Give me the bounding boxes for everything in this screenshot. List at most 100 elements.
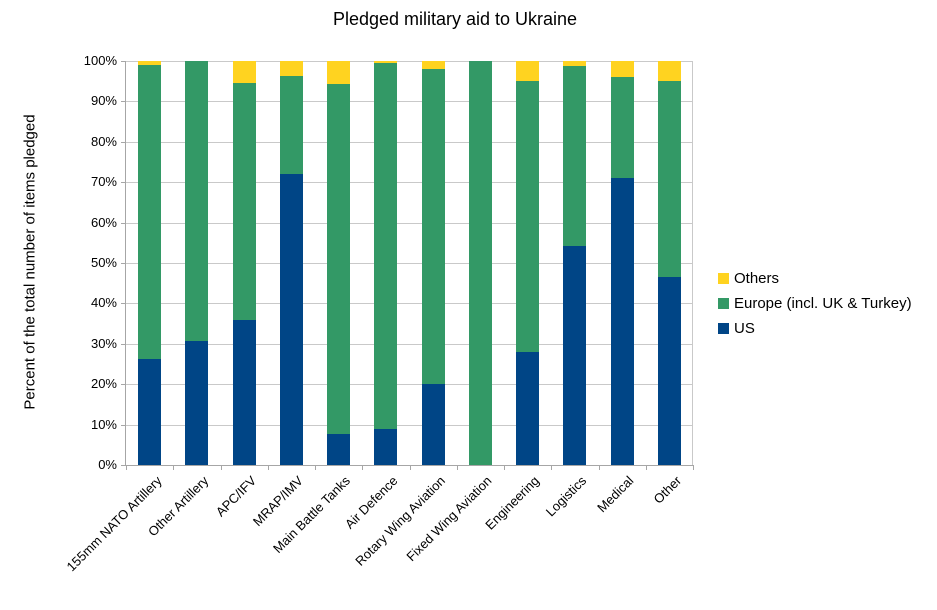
bar-segment-us [374, 429, 398, 465]
bar-segment-europe-incl-uk-turkey- [279, 76, 303, 175]
y-tick-label: 70% [90, 174, 117, 190]
gridline-100 [126, 61, 693, 62]
bar-medical [610, 61, 634, 465]
plot-area [125, 61, 694, 466]
y-tick-mark [121, 465, 125, 466]
bar-segment-others [138, 61, 162, 66]
y-tick-mark [121, 343, 125, 345]
gridline-90 [126, 101, 693, 103]
y-tick-mark [121, 303, 125, 305]
legend-label: Europe (incl. UK & Turkey) [734, 295, 912, 312]
bar-other [657, 61, 681, 465]
gridline-60 [126, 222, 693, 224]
bar-segment-europe-incl-uk-turkey- [657, 81, 681, 278]
y-tick-label: 0% [98, 457, 117, 472]
y-tick-mark [121, 222, 125, 224]
x-axis-label: Medical [594, 473, 637, 516]
gridline-50 [126, 263, 693, 264]
bar-segment-us [421, 384, 445, 465]
bar-segment-us [327, 433, 351, 465]
legend-item-others: Others [718, 266, 912, 291]
bar-segment-us [516, 351, 540, 465]
legend-item-us: US [718, 316, 912, 341]
bar-segment-us [279, 174, 303, 465]
x-axis-line [125, 465, 694, 466]
y-axis-title: Percent of the total number of items ple… [21, 114, 39, 410]
legend: Others Europe (incl. UK & Turkey) US [718, 266, 912, 341]
gridline-30 [126, 343, 693, 345]
x-tick-mark [693, 466, 694, 470]
bar-segment-us [185, 341, 209, 465]
bar-main-battle-tanks [327, 61, 351, 465]
bar-apc-ifv [232, 61, 256, 465]
y-tick-label: 50% [90, 255, 117, 270]
x-tick-mark [315, 466, 316, 470]
y-tick-label: 80% [90, 133, 117, 149]
legend-label: Others [734, 270, 780, 287]
x-tick-mark [456, 466, 458, 470]
bar-segment-others [610, 61, 634, 78]
x-tick-mark [504, 466, 505, 470]
bar-segment-europe-incl-uk-turkey- [421, 69, 445, 385]
x-tick-mark [551, 466, 553, 470]
x-tick-mark [173, 466, 175, 470]
bar-segment-others [563, 61, 587, 67]
bar-segment-others [327, 61, 351, 85]
bar-segment-us [232, 319, 256, 465]
bar-155mm-nato-artillery [138, 61, 162, 465]
bar-segment-europe-incl-uk-turkey- [468, 61, 492, 465]
x-tick-mark [126, 466, 127, 470]
x-axis-label: Logistics [543, 473, 590, 520]
legend-swatch [718, 273, 729, 284]
y-tick-mark [121, 424, 125, 426]
y-tick-label: 20% [90, 376, 117, 392]
x-axis-label: Other [650, 473, 684, 507]
x-tick-mark [220, 466, 222, 470]
bar-segment-others [232, 61, 256, 84]
bar-segment-europe-incl-uk-turkey- [138, 65, 162, 359]
legend-label: US [734, 320, 755, 337]
gridline-70 [126, 182, 693, 184]
bar-segment-us [657, 277, 681, 465]
bar-engineering [516, 61, 540, 465]
x-axis-label: Fixed Wing Aviation [403, 473, 495, 565]
legend-item-europe-incl-uk-turkey-: Europe (incl. UK & Turkey) [718, 291, 912, 316]
gridline-10 [126, 424, 693, 426]
gridline-20 [126, 384, 693, 386]
x-tick-mark [645, 466, 647, 470]
y-tick-mark [121, 182, 125, 184]
bar-segment-others [279, 61, 303, 77]
y-tick-label: 40% [90, 295, 117, 311]
y-tick-label: 100% [83, 53, 117, 68]
bar-segment-europe-incl-uk-turkey- [327, 84, 351, 434]
y-tick-mark [121, 101, 125, 103]
plot-right-border [692, 61, 693, 465]
y-axis-line [125, 61, 126, 465]
bar-mrap-imv [279, 61, 303, 465]
bar-segment-europe-incl-uk-turkey- [185, 61, 209, 342]
x-tick-mark [598, 466, 600, 470]
gridline-80 [126, 141, 693, 143]
y-tick-mark [121, 141, 125, 143]
x-tick-mark [362, 466, 364, 470]
bar-segment-us [138, 358, 162, 465]
y-tick-label: 60% [90, 214, 117, 230]
bar-segment-us [610, 178, 634, 465]
y-tick-mark [121, 61, 125, 62]
bar-segment-others [421, 61, 445, 70]
bar-segment-others [516, 61, 540, 82]
y-tick-mark [121, 384, 125, 386]
x-axis-label: Rotary Wing Aviation [351, 473, 448, 569]
bar-segment-europe-incl-uk-turkey- [374, 62, 398, 430]
bar-other-artillery [185, 61, 209, 465]
legend-swatch [718, 323, 729, 334]
legend-swatch [718, 298, 729, 309]
y-tick-label: 90% [90, 93, 117, 109]
y-tick-mark [121, 263, 125, 264]
bar-segment-others [374, 61, 398, 63]
bar-logistics [563, 61, 587, 465]
chart-title: Pledged military aid to Ukraine [332, 9, 578, 29]
bar-rotary-wing-aviation [421, 61, 445, 465]
bar-air-defence [374, 61, 398, 465]
